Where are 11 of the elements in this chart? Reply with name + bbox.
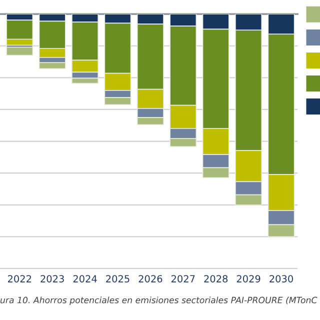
x-tick-label: 2025 bbox=[106, 275, 130, 282]
x-tick-label: 2024 bbox=[73, 275, 97, 282]
x-tick-label: 2026 bbox=[138, 275, 162, 282]
x-tick-label: 2027 bbox=[171, 275, 195, 282]
bar bbox=[6, 46, 34, 56]
x-tick-label: 2028 bbox=[204, 275, 228, 282]
x-tick-label: 2030 bbox=[270, 275, 293, 282]
x-tick-label: 2029 bbox=[236, 275, 260, 282]
x-tick-label: 2022 bbox=[8, 275, 32, 282]
x-tick-label: 2023 bbox=[40, 275, 64, 282]
text: ura 10. Ahorros potenciales en emisiones sectoriales PAI-PROURE (MTonC bbox=[0, 296, 318, 305]
